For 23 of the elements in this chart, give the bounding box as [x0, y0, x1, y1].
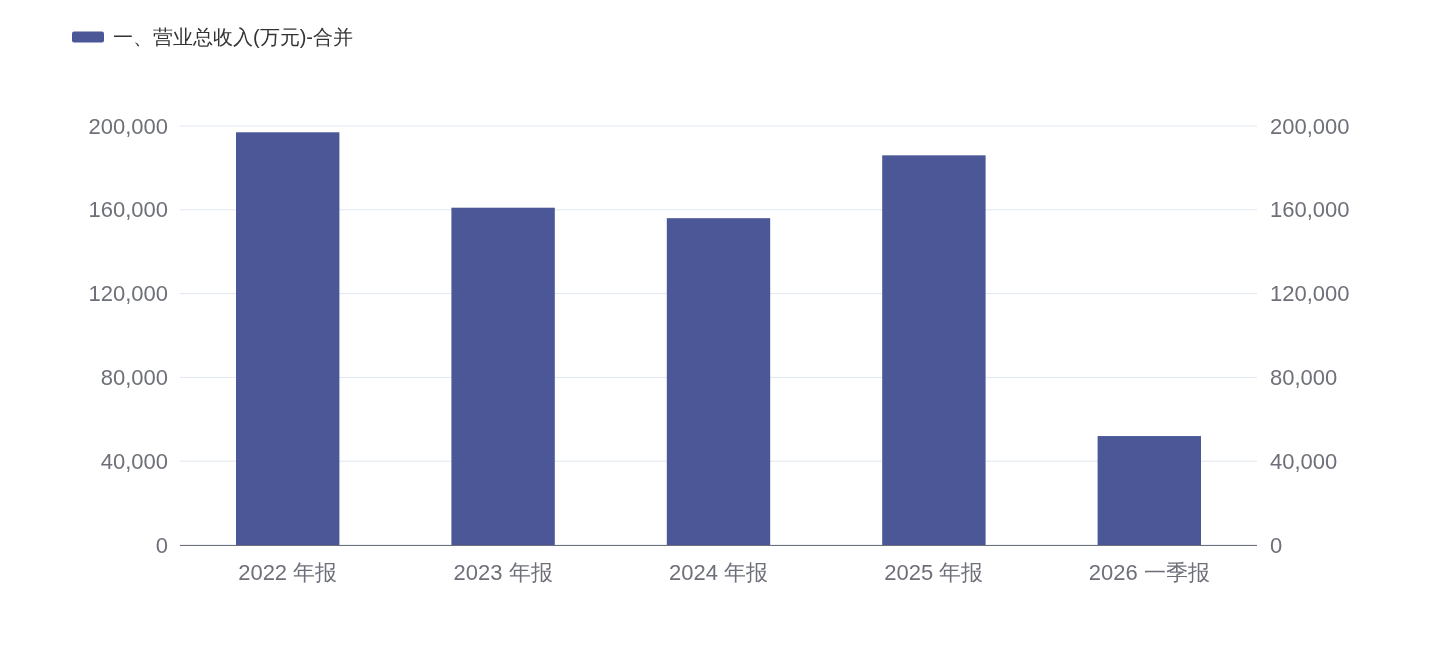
y2-tick-label: 80,000 — [1270, 364, 1338, 390]
legend: 一、营业总收入(万元)-合并 — [72, 26, 353, 48]
y-tick-label: 160,000 — [88, 197, 168, 223]
y-tick-label: 120,000 — [88, 281, 168, 307]
y2-tick-label: 0 — [1270, 532, 1283, 558]
x-tick-label: 2023 年报 — [453, 560, 553, 585]
y2-tick-label: 120,000 — [1270, 281, 1350, 307]
y-tick-label: 40,000 — [100, 448, 168, 474]
bar — [1097, 436, 1201, 545]
x-tick-label: 2024 年报 — [668, 560, 769, 585]
bar — [666, 218, 771, 545]
x-tick-label: 2026 一季报 — [1088, 560, 1210, 585]
bar — [882, 155, 986, 545]
y2-tick-label: 160,000 — [1270, 197, 1350, 223]
y-tick-label: 0 — [155, 532, 168, 558]
y-tick-label: 80,000 — [100, 364, 168, 390]
bar — [236, 132, 340, 545]
y-tick-label: 200,000 — [88, 113, 168, 139]
x-tick-label: 2025 年报 — [884, 560, 984, 585]
bar — [451, 207, 555, 545]
y2-tick-label: 40,000 — [1270, 448, 1338, 474]
x-tick-label: 2022 年报 — [238, 560, 338, 585]
y2-tick-label: 200,000 — [1270, 113, 1350, 139]
